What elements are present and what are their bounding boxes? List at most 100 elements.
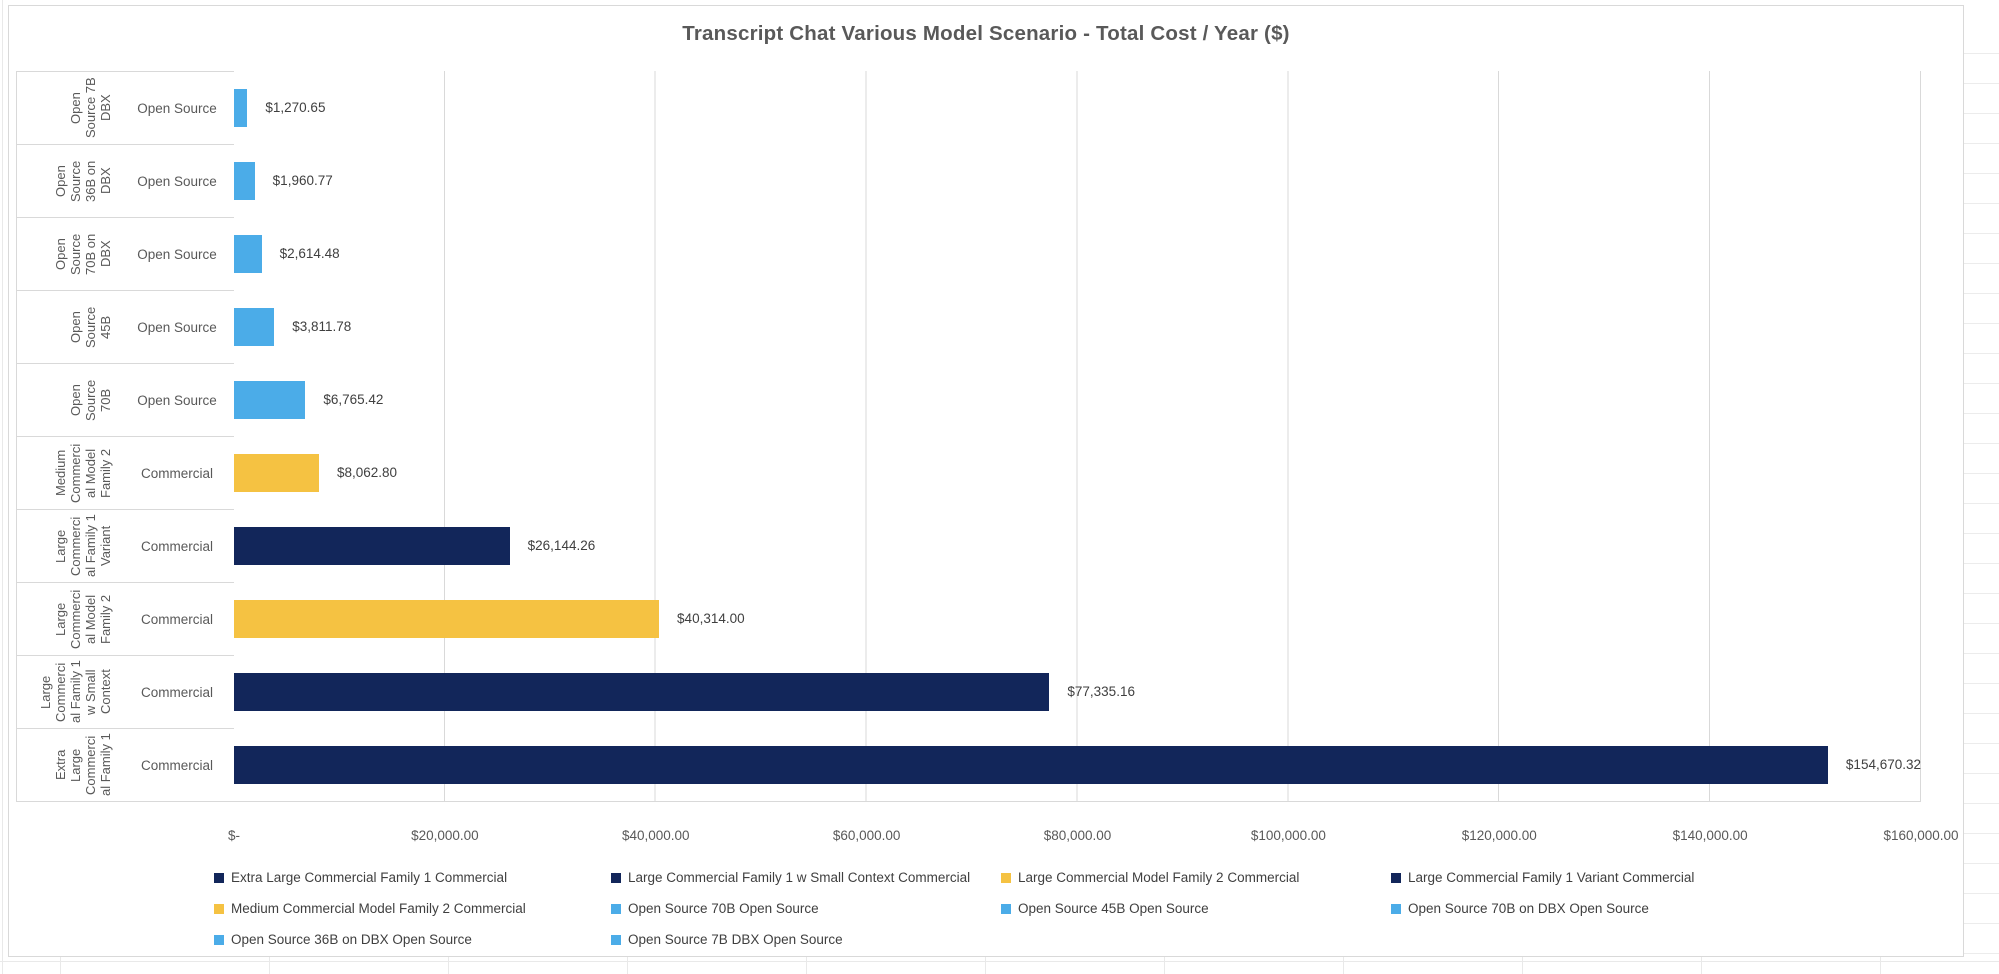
- legend-swatch-icon: [611, 872, 621, 883]
- legend-label: Medium Commercial Model Family 2 Commerc…: [231, 901, 526, 916]
- legend-label: Large Commercial Family 1 w Small Contex…: [628, 870, 971, 885]
- category-group-label: Commercial: [140, 757, 213, 773]
- bar-open-source-45b[interactable]: [234, 307, 275, 346]
- bar-row: $2,614.48: [234, 217, 1921, 290]
- legend-item[interactable]: Open Source 70B Open Source: [611, 901, 1001, 916]
- data-label[interactable]: $26,144.26: [527, 538, 596, 553]
- legend-label: Open Source 7B DBX Open Source: [628, 932, 843, 947]
- legend-item[interactable]: Open Source 36B on DBX Open Source: [214, 932, 611, 947]
- category-row[interactable]: Open Source 45B Open Source: [17, 291, 234, 364]
- axis-tick-label: $80,000.00: [1043, 828, 1112, 843]
- axis-tick-label: $-: [227, 828, 241, 843]
- axis-tick-label: $100,000.00: [1250, 828, 1326, 843]
- legend-item[interactable]: Extra Large Commercial Family 1 Commerci…: [214, 870, 611, 885]
- data-label[interactable]: $40,314.00: [677, 611, 745, 626]
- legend-item[interactable]: Large Commercial Model Family 2 Commerci…: [1001, 870, 1391, 885]
- legend-swatch-icon: [214, 934, 224, 945]
- bar-open-source-70b-on-dbx[interactable]: [234, 234, 262, 273]
- worksheet-gridline-left: [2, 0, 3, 974]
- legend-row: Extra Large Commercial Family 1 Commerci…: [214, 862, 1944, 893]
- category-row[interactable]: Open Source 70B on DBX Open Source: [17, 218, 234, 291]
- bar-open-source-70b[interactable]: [234, 380, 306, 419]
- data-label[interactable]: $8,062.80: [337, 465, 398, 480]
- category-group-label: Open Source: [137, 246, 217, 262]
- legend-swatch-icon: [611, 903, 621, 914]
- category-axis[interactable]: Open Source 7B DBX Open Source Open Sour…: [16, 71, 234, 802]
- bar-row: $3,811.78: [234, 290, 1921, 363]
- legend-item[interactable]: Open Source 7B DBX Open Source: [611, 932, 1001, 947]
- bar-row: $1,270.65: [234, 71, 1921, 144]
- bar-row: $40,314.00: [234, 582, 1921, 655]
- bar-medium-commercial-model-family-2[interactable]: [234, 453, 319, 492]
- category-row[interactable]: Extra Large Commercial Family 1 Commerci…: [17, 729, 234, 802]
- data-label[interactable]: $3,811.78: [292, 319, 352, 334]
- legend-label: Large Commercial Model Family 2 Commerci…: [1018, 870, 1300, 885]
- bar-row: $26,144.26: [234, 509, 1921, 582]
- data-label[interactable]: $6,765.42: [323, 392, 384, 407]
- category-model-label: Large Commercial Family 1 w Small Contex…: [38, 660, 113, 724]
- category-model-label: Large Commercial Model Family 2: [53, 589, 113, 649]
- bar-row: $154,670.32: [234, 728, 1921, 801]
- legend-label: Open Source 45B Open Source: [1018, 901, 1209, 916]
- bar-open-source-36b-on-dbx[interactable]: [234, 161, 255, 200]
- bar-extra-large-commercial-family-1[interactable]: [234, 745, 1828, 784]
- legend-item[interactable]: Open Source 70B on DBX Open Source: [1391, 901, 1944, 916]
- category-model-label: Medium Commercial Model Family 2: [53, 443, 113, 503]
- data-label[interactable]: $77,335.16: [1067, 684, 1135, 699]
- value-axis[interactable]: $- $20,000.00 $40,000.00 $60,000.00 $80,…: [228, 826, 1959, 846]
- data-label[interactable]: $1,270.65: [265, 100, 326, 115]
- category-model-label: Open Source 70B: [68, 379, 113, 421]
- legend-label: Extra Large Commercial Family 1 Commerci…: [231, 870, 508, 885]
- legend-item[interactable]: Medium Commercial Model Family 2 Commerc…: [214, 901, 611, 916]
- bar-large-commercial-family-1-variant[interactable]: [234, 526, 510, 565]
- category-row[interactable]: Open Source 70B Open Source: [17, 364, 234, 437]
- legend-item[interactable]: Open Source 45B Open Source: [1001, 901, 1391, 916]
- plot-area: $1,270.65 $1,960.77 $2,614.48 $3,811.78 …: [234, 71, 1921, 802]
- legend-swatch-icon: [611, 934, 621, 945]
- axis-tick-label: $140,000.00: [1672, 828, 1748, 843]
- category-group-label: Open Source: [137, 392, 217, 408]
- category-row[interactable]: Open Source 7B DBX Open Source: [17, 72, 234, 145]
- data-label[interactable]: $154,670.32: [1845, 757, 1921, 772]
- category-model-label: Extra Large Commercial Family 1: [53, 733, 113, 797]
- legend-swatch-icon: [1001, 872, 1011, 883]
- chart-legend[interactable]: Extra Large Commercial Family 1 Commerci…: [214, 862, 1944, 955]
- bar-row: $8,062.80: [234, 436, 1921, 509]
- chart-title[interactable]: Transcript Chat Various Model Scenario -…: [682, 22, 1290, 45]
- category-group-label: Open Source: [137, 100, 217, 116]
- category-model-label: Open Source 7B DBX: [68, 77, 113, 139]
- category-model-label: Open Source 45B: [68, 306, 113, 348]
- legend-swatch-icon: [214, 872, 224, 883]
- legend-row: Open Source 36B on DBX Open Source Open …: [214, 924, 1944, 955]
- category-group-label: Open Source: [137, 319, 217, 335]
- category-group-label: Commercial: [140, 538, 213, 554]
- bar-open-source-7b-dbx[interactable]: [234, 88, 248, 127]
- category-row[interactable]: Medium Commercial Model Family 2 Commerc…: [17, 437, 234, 510]
- category-row[interactable]: Large Commercial Family 1 Variant Commer…: [17, 510, 234, 583]
- legend-swatch-icon: [1391, 872, 1401, 883]
- legend-item[interactable]: Large Commercial Family 1 Variant Commer…: [1391, 870, 1944, 885]
- legend-label: Open Source 70B on DBX Open Source: [1408, 901, 1649, 916]
- bar-large-commercial-model-family-2[interactable]: [234, 599, 660, 638]
- category-row[interactable]: Open Source 36B on DBX Open Source: [17, 145, 234, 218]
- data-label[interactable]: $1,960.77: [272, 173, 333, 188]
- chart-object[interactable]: Transcript Chat Various Model Scenario -…: [8, 5, 1964, 957]
- worksheet-gridlines-right: [1963, 24, 1999, 974]
- category-group-label: Open Source: [137, 173, 217, 189]
- axis-tick-label: $60,000.00: [832, 828, 901, 843]
- data-label[interactable]: $2,614.48: [279, 246, 340, 261]
- legend-label: Open Source 70B Open Source: [628, 901, 819, 916]
- legend-swatch-icon: [214, 903, 224, 914]
- category-row[interactable]: Large Commercial Model Family 2 Commerci…: [17, 583, 234, 656]
- category-group-label: Commercial: [140, 684, 213, 700]
- legend-row: Medium Commercial Model Family 2 Commerc…: [214, 893, 1944, 924]
- bar-large-commercial-family-1-w-small-context[interactable]: [234, 672, 1050, 711]
- worksheet-gridlines-bottom: [0, 956, 1999, 974]
- legend-label: Large Commercial Family 1 Variant Commer…: [1408, 870, 1695, 885]
- category-model-label: Open Source 36B on DBX: [53, 160, 113, 202]
- legend-item[interactable]: Large Commercial Family 1 w Small Contex…: [611, 870, 1001, 885]
- category-model-label: Open Source 70B on DBX: [53, 233, 113, 275]
- legend-label: Open Source 36B on DBX Open Source: [231, 932, 472, 947]
- bar-row: $6,765.42: [234, 363, 1921, 436]
- category-row[interactable]: Large Commercial Family 1 w Small Contex…: [17, 656, 234, 729]
